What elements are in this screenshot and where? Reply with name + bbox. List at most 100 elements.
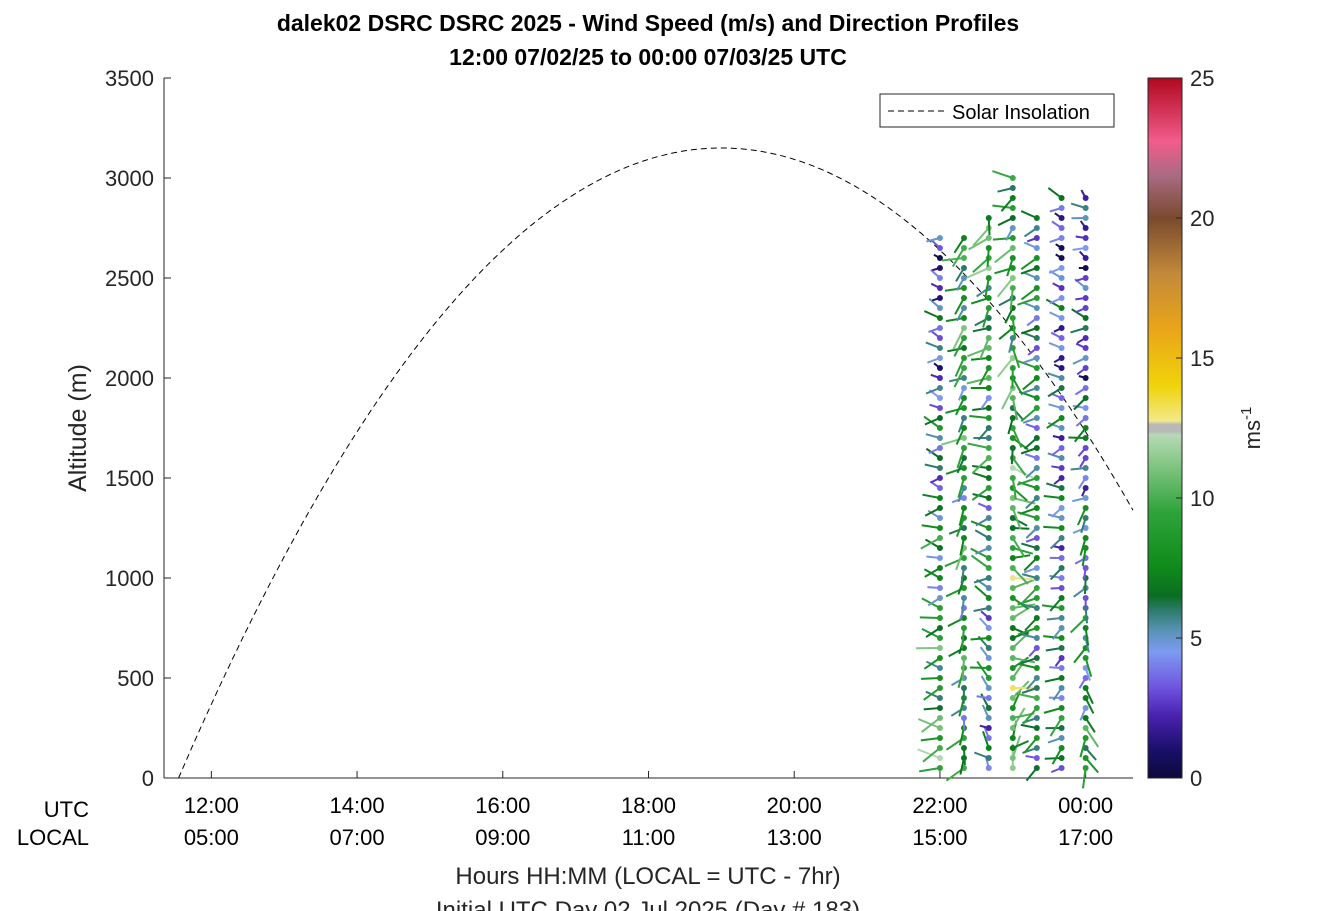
wind-barb-dot	[1009, 645, 1016, 651]
wind-barb	[992, 204, 1016, 211]
wind-barb-dot	[985, 395, 992, 401]
wind-barb-dot	[1033, 685, 1040, 691]
wind-barb	[1021, 542, 1040, 551]
wind-barb-dot	[1082, 725, 1089, 731]
wind-barb-dot	[936, 455, 943, 461]
x-tick-label-local: 11:00	[622, 825, 675, 850]
y-tick-label: 2000	[105, 366, 154, 391]
wind-barb-dot	[1033, 715, 1040, 721]
wind-barb	[948, 525, 967, 535]
wind-barb-stick	[1049, 717, 1063, 737]
wind-barb-dot	[1009, 175, 1016, 181]
wind-barb-dot	[985, 735, 992, 741]
wind-barb	[1082, 725, 1100, 748]
wind-barb-dot	[1009, 565, 1016, 571]
wind-barb	[1023, 435, 1040, 450]
wind-barb-dot	[1058, 215, 1065, 221]
wind-barb-dot	[1082, 215, 1089, 221]
wind-barb-dot	[1033, 735, 1040, 741]
wind-barb	[967, 442, 992, 451]
wind-barb-dot	[1058, 355, 1065, 361]
wind-barb	[927, 355, 943, 364]
wind-barb	[955, 425, 967, 445]
wind-barb-dot	[960, 325, 967, 331]
wind-barb-stick	[958, 507, 965, 527]
wind-barb-dot	[1082, 205, 1089, 211]
wind-barb-dot	[985, 685, 992, 691]
wind-barb-dot	[985, 725, 992, 731]
wind-barb-stick	[970, 520, 990, 529]
wind-barb-stick	[1023, 737, 1038, 754]
legend-label: Solar Insolation	[952, 102, 1090, 124]
wind-barb	[1082, 755, 1099, 774]
wind-barb	[925, 690, 943, 701]
wind-barb-dot	[1033, 575, 1040, 581]
wind-barb	[1025, 525, 1040, 539]
wind-barb	[972, 493, 992, 501]
colorbar-tick-label: 5	[1190, 626, 1202, 651]
wind-barb-stick	[1051, 747, 1063, 765]
wind-barb	[923, 655, 943, 670]
wind-barb-dot	[1009, 635, 1016, 641]
x-tick-label-local: 17:00	[1058, 825, 1113, 850]
wind-barb-stick	[1017, 360, 1038, 369]
wind-barb	[1020, 285, 1040, 301]
wind-barb-stick	[966, 267, 990, 279]
wind-barb-dot	[985, 435, 992, 441]
wind-barb-stick	[986, 247, 990, 267]
wind-barb	[984, 275, 992, 298]
wind-barb	[1072, 404, 1089, 411]
wind-barb	[1051, 625, 1065, 640]
wind-barb	[1021, 573, 1040, 581]
wind-barb-dot	[1058, 605, 1065, 611]
wind-barb	[951, 245, 967, 268]
wind-barb-dot	[936, 605, 943, 611]
wind-barb-dot	[960, 475, 967, 481]
wind-barb	[1053, 355, 1065, 364]
wind-barb	[1049, 205, 1065, 213]
wind-barb	[1082, 765, 1089, 789]
wind-barb-stick	[1009, 287, 1014, 310]
wind-barb-dot	[1033, 565, 1040, 571]
wind-barb	[1079, 705, 1089, 721]
wind-barb	[1047, 513, 1065, 521]
wind-barb-dot	[960, 335, 967, 341]
wind-barb-dot	[960, 505, 967, 511]
wind-barb-dot	[1009, 285, 1016, 291]
wind-barb	[973, 575, 992, 584]
wind-barb-dot	[1058, 325, 1065, 331]
wind-barb	[957, 475, 967, 499]
wind-barb-dot	[960, 465, 967, 471]
wind-barb	[1048, 341, 1065, 351]
wind-barb	[1051, 465, 1065, 471]
wind-barb-dot	[985, 335, 992, 341]
wind-barb-dot	[1009, 585, 1016, 591]
wind-barb	[1028, 645, 1040, 657]
wind-barb-stick	[961, 657, 965, 681]
wind-barb	[1052, 282, 1065, 291]
wind-barb-dot	[985, 265, 992, 271]
wind-barb-dot	[985, 275, 992, 281]
wind-barb-dot	[1009, 625, 1016, 631]
wind-barb-dot	[936, 695, 943, 701]
wind-barb-stick	[984, 277, 990, 298]
wind-barb-stick	[1011, 427, 1023, 448]
wind-barb-dot	[985, 535, 992, 541]
wind-barb	[1009, 535, 1026, 558]
wind-barb-dot	[960, 365, 967, 371]
wind-barb-dot	[960, 585, 967, 591]
wind-barb-dot	[936, 365, 943, 371]
wind-barb	[922, 745, 943, 763]
wind-barb	[1022, 415, 1040, 424]
wind-barb-dot	[960, 685, 967, 691]
wind-barb	[1082, 695, 1095, 714]
wind-barb	[970, 355, 992, 361]
wind-barb	[1023, 301, 1040, 311]
wind-barb-stick	[970, 547, 990, 559]
wind-barb	[924, 538, 943, 551]
wind-barb-dot	[936, 725, 943, 731]
wind-barb	[1009, 655, 1036, 664]
wind-barb	[1025, 535, 1040, 543]
wind-barb-stick	[917, 748, 941, 759]
wind-barb-dot	[1058, 335, 1065, 341]
